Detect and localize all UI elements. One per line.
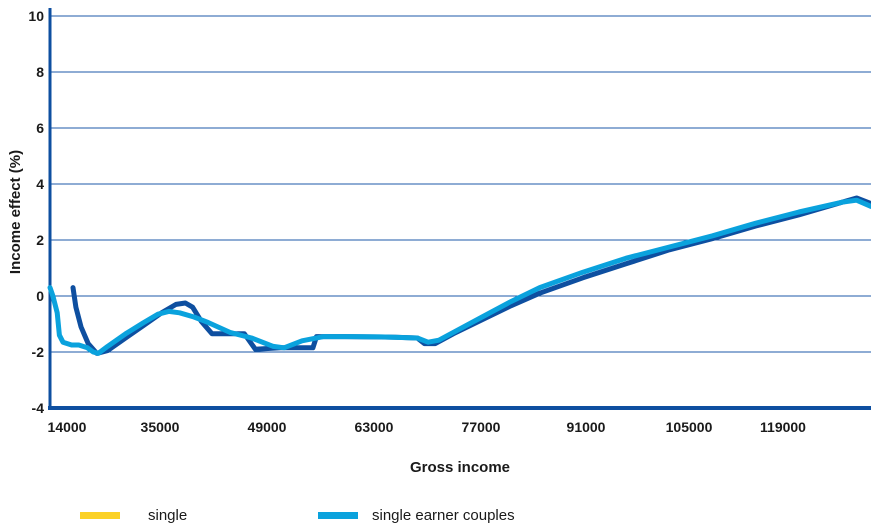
x-tick-label: 14000 [48,419,87,435]
y-tick-label: 0 [36,288,44,304]
x-tick-label: 49000 [248,419,287,435]
x-axis-title: Gross income [410,459,510,476]
y-tick-label: 2 [36,232,44,248]
y-tick-label: -2 [32,344,45,360]
legend-swatch [80,512,120,519]
y-tick-label: 8 [36,64,44,80]
y-tick-label: 4 [36,176,44,192]
y-tick-label: 6 [36,120,44,136]
x-tick-label: 63000 [355,419,394,435]
y-tick-label: -4 [32,400,45,416]
series-line-1 [70,195,871,356]
x-tick-label: 91000 [567,419,606,435]
x-tick-label: 35000 [141,419,180,435]
legend-label: single [148,507,187,524]
series-line-2 [47,197,871,356]
x-tick-label: 77000 [462,419,501,435]
y-axis-title: Income effect (%) [7,150,24,274]
y-tick-label: 10 [28,8,44,24]
x-tick-label: 119000 [760,419,806,435]
legend-label: single earner couples [372,507,515,524]
x-tick-label: 105000 [666,419,713,435]
legend-swatch [318,512,358,519]
